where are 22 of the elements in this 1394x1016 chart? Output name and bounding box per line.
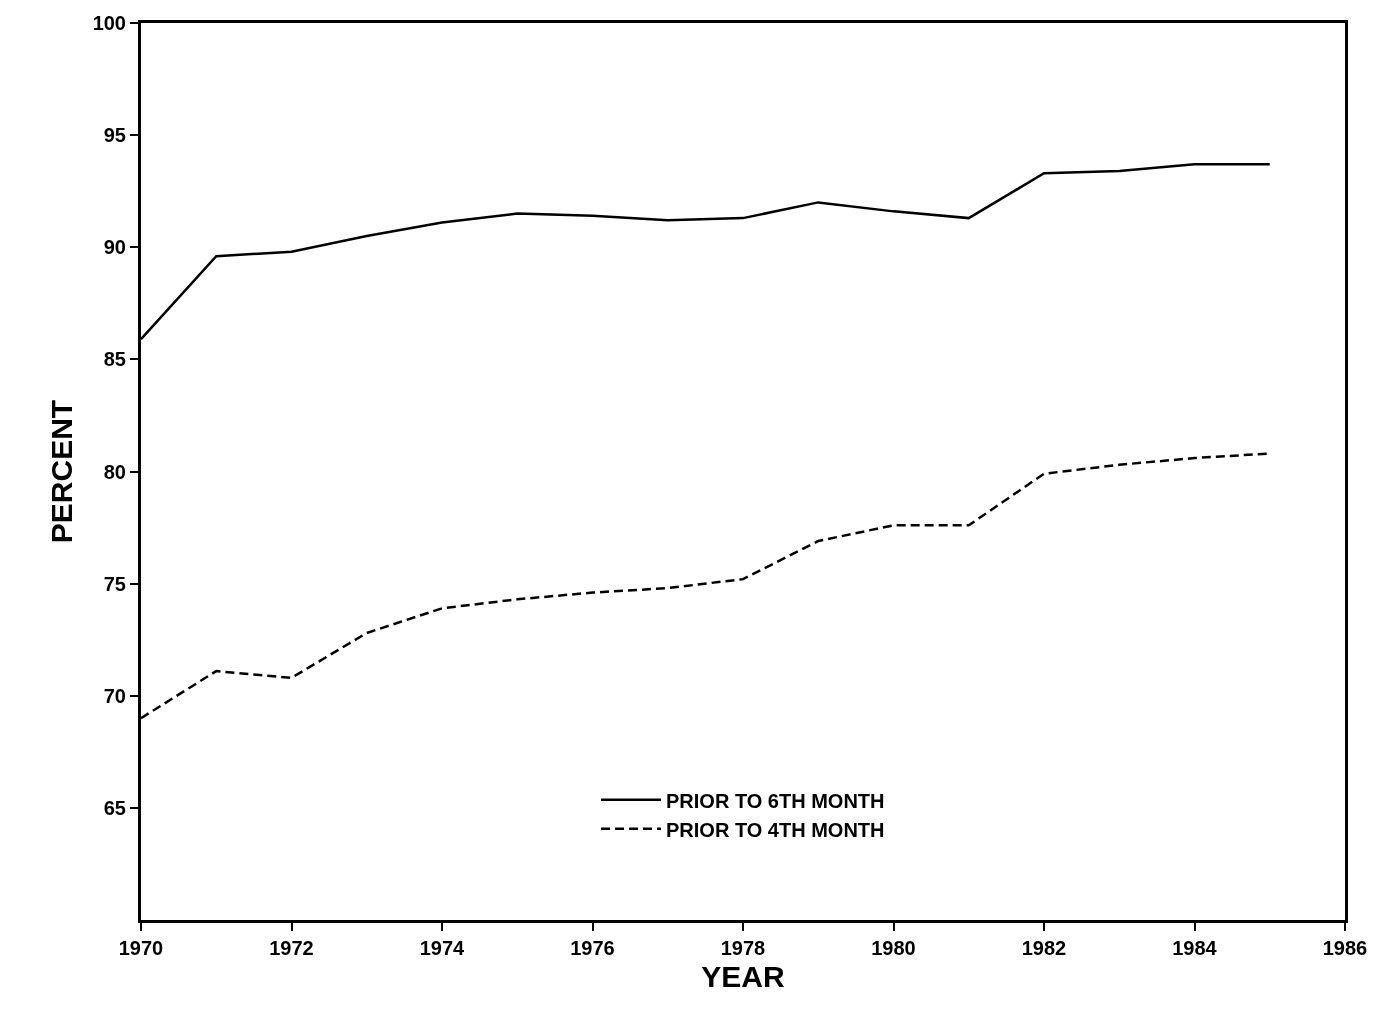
legend-label: PRIOR TO 4TH MONTH [666,818,885,841]
line-series [141,163,1271,341]
x-tick-label: 1982 [1021,937,1067,959]
x-tick-label: 1980 [871,937,916,959]
x-axis-title: YEAR [701,959,785,993]
y-tick-label: 80 [103,460,126,483]
y-tick-label: 90 [103,236,126,259]
y-tick-label: 100 [92,12,126,34]
x-tick-label: 1984 [1172,937,1218,959]
y-tick-label: 65 [103,796,126,819]
x-tick-label: 1972 [269,937,314,959]
y-tick-label: 85 [103,348,126,371]
y-tick-label: 70 [103,684,126,707]
x-tick-label: 1978 [720,937,766,959]
y-tick-label: 75 [103,572,126,595]
x-tick-label: 1976 [570,937,615,959]
x-tick-label: 1986 [1322,937,1368,959]
x-tick-label: 1974 [419,937,466,959]
y-axis-title: PERCENT [44,399,78,544]
y-tick-label: 95 [103,124,126,147]
x-tick-label: 1970 [118,937,164,959]
legend-label: PRIOR TO 6TH MONTH [666,789,885,812]
